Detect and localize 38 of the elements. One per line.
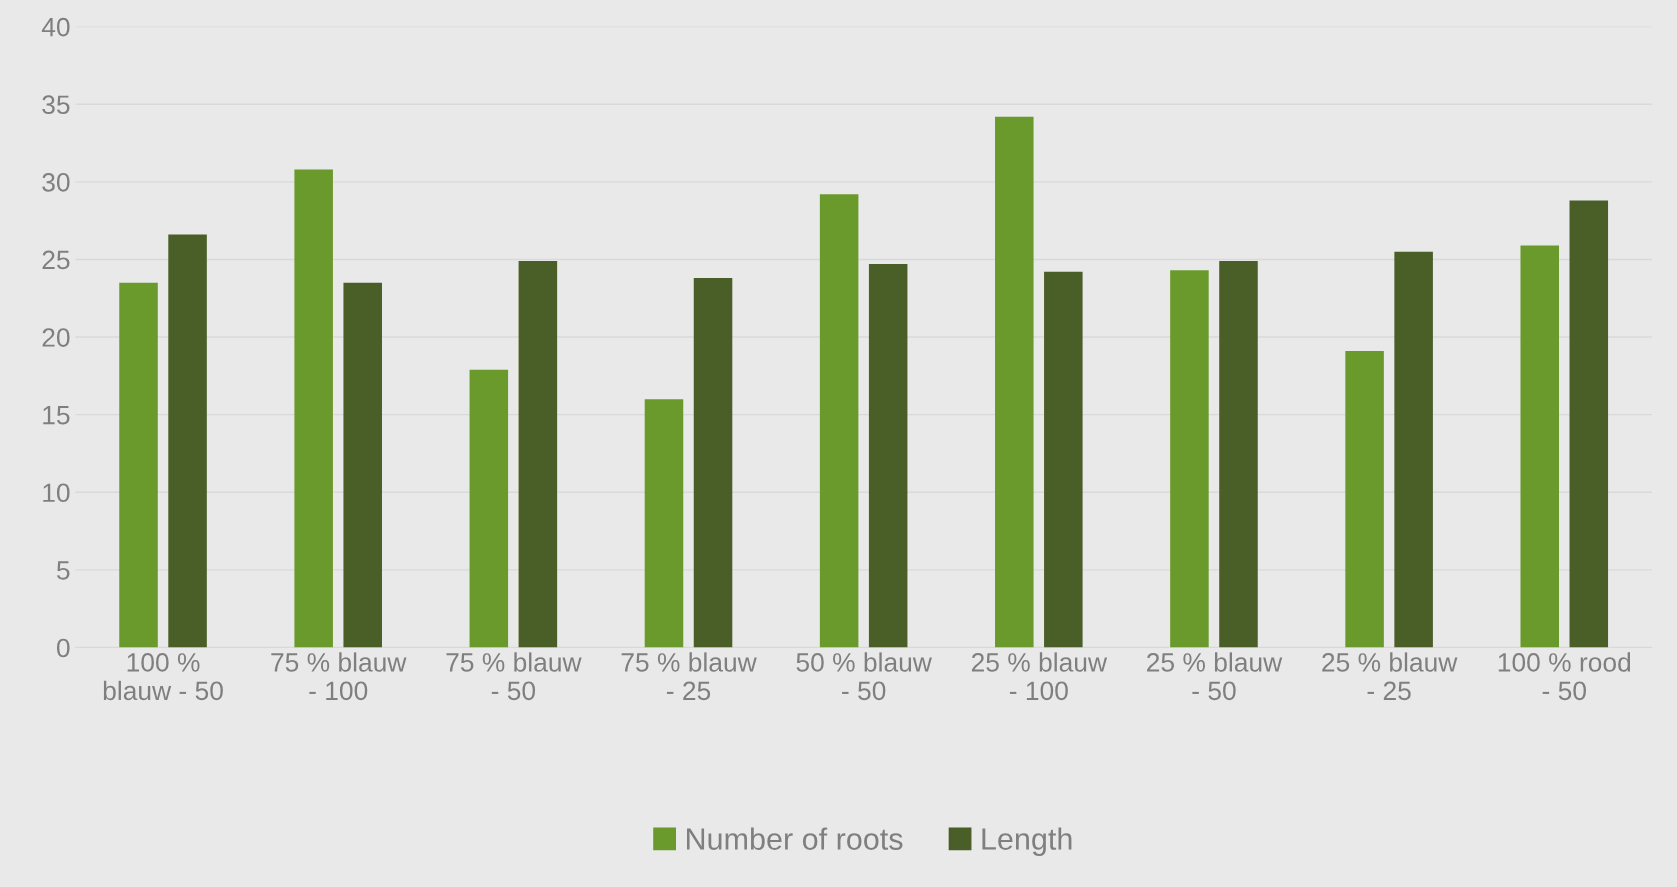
bar [644, 399, 684, 648]
x-tick-label: 25 % blauw - 50 [1147, 652, 1283, 701]
y-tick-label: 0 [56, 638, 70, 658]
legend-label: Length [982, 827, 1072, 856]
legend-label: Number of roots [687, 827, 903, 850]
bar [1044, 271, 1083, 648]
x-tick-label: 25 % blauw - 25 [1322, 652, 1458, 701]
bar [343, 282, 382, 648]
x-tick-label: 100 % blauw - 50 [103, 653, 223, 701]
bar [1569, 200, 1609, 648]
bar [693, 278, 733, 648]
y-tick-label: 30 [42, 172, 70, 192]
bar [995, 116, 1034, 648]
bar [868, 264, 908, 648]
y-tick-label: 25 [42, 250, 70, 270]
x-tick-label: 25 % blauw - 100 [971, 652, 1108, 701]
y-tick-label: 10 [43, 483, 70, 503]
bar [119, 282, 158, 648]
bar [1520, 245, 1560, 648]
bar [819, 194, 859, 648]
y-tick-label: 35 [42, 95, 70, 115]
bar [1170, 270, 1209, 648]
x-tick-label: 75 % blauw - 50 [446, 652, 582, 701]
bar [1219, 261, 1258, 648]
y-tick-label: 20 [42, 328, 70, 347]
x-tick-label: 75 % blauw - 100 [271, 652, 407, 701]
bar [1345, 351, 1384, 648]
x-tick-label: 75 % blauw - 25 [621, 652, 757, 701]
y-tick-label: 5 [56, 561, 70, 580]
x-tick-label: 100 % rood - 50 [1498, 652, 1631, 701]
bar [518, 261, 558, 648]
bar [1394, 251, 1433, 648]
bar [168, 234, 207, 648]
x-tick-label: 50 % blauw - 50 [796, 652, 932, 701]
y-tick-label: 40 [41, 17, 70, 37]
bar [294, 169, 333, 648]
bar [469, 369, 509, 648]
y-tick-label: 15 [43, 406, 70, 425]
